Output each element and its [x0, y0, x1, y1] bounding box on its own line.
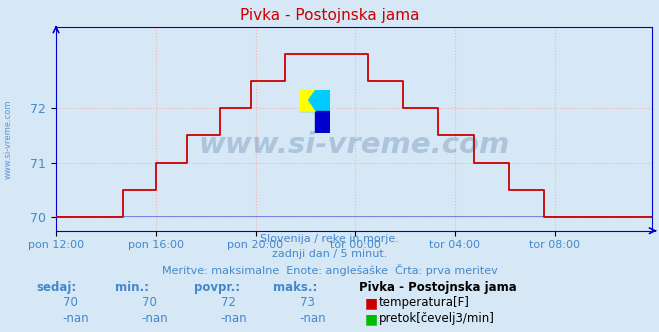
- Text: -nan: -nan: [300, 312, 326, 325]
- Text: -nan: -nan: [142, 312, 168, 325]
- Bar: [300, 90, 315, 111]
- Text: pretok[čevelj3/min]: pretok[čevelj3/min]: [379, 312, 495, 325]
- Text: -nan: -nan: [221, 312, 247, 325]
- Bar: [315, 90, 330, 111]
- Text: Slovenija / reke in morje.: Slovenija / reke in morje.: [260, 234, 399, 244]
- Polygon shape: [300, 90, 315, 111]
- Bar: [315, 111, 330, 133]
- Text: ■: ■: [364, 296, 378, 310]
- Text: Pivka - Postojnska jama: Pivka - Postojnska jama: [359, 281, 517, 293]
- Text: Pivka - Postojnska jama: Pivka - Postojnska jama: [240, 8, 419, 23]
- Text: 72: 72: [221, 296, 236, 309]
- Text: zadnji dan / 5 minut.: zadnji dan / 5 minut.: [272, 249, 387, 259]
- Text: sedaj:: sedaj:: [36, 281, 76, 293]
- Text: www.si-vreme.com: www.si-vreme.com: [198, 131, 510, 159]
- Text: min.:: min.:: [115, 281, 150, 293]
- Text: temperatura[F]: temperatura[F]: [379, 296, 470, 309]
- Text: Meritve: maksimalne  Enote: anglešaške  Črta: prva meritev: Meritve: maksimalne Enote: anglešaške Čr…: [161, 264, 498, 276]
- Text: -nan: -nan: [63, 312, 89, 325]
- Text: www.si-vreme.com: www.si-vreme.com: [3, 100, 13, 179]
- Text: 70: 70: [142, 296, 157, 309]
- Text: maks.:: maks.:: [273, 281, 318, 293]
- Text: povpr.:: povpr.:: [194, 281, 241, 293]
- Text: 73: 73: [300, 296, 315, 309]
- Text: ■: ■: [364, 312, 378, 326]
- Text: 70: 70: [63, 296, 78, 309]
- Polygon shape: [300, 90, 315, 111]
